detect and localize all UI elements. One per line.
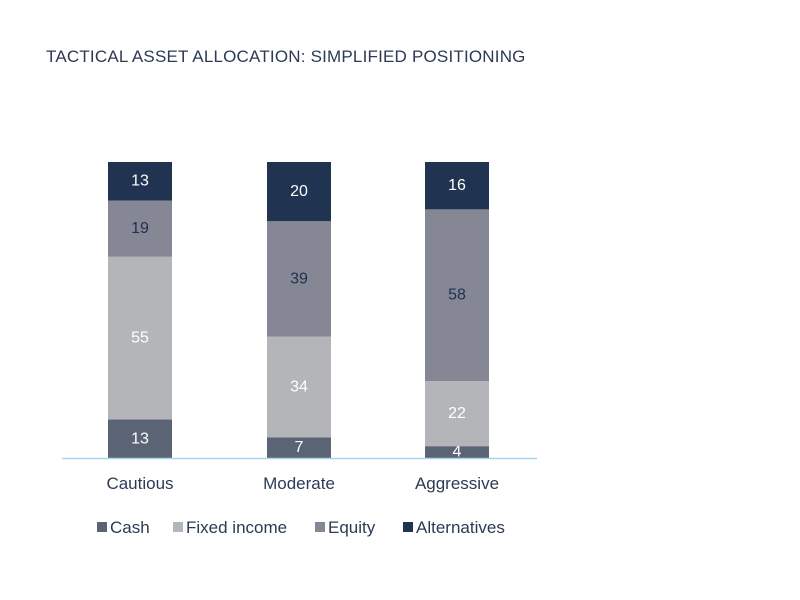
legend-label-equity: Equity [328, 518, 376, 537]
bar-segment-cautious-alternatives [108, 162, 172, 201]
category-labels: Cautious Moderate Aggressive [106, 474, 499, 493]
legend-label-alternatives: Alternatives [416, 518, 505, 537]
data-label: 19 [131, 220, 149, 237]
bar-segment-aggressive-cash [425, 446, 489, 458]
category-label-cautious: Cautious [106, 474, 173, 493]
data-label: 55 [131, 330, 149, 347]
data-label: 16 [448, 177, 466, 194]
data-label: 34 [290, 378, 308, 395]
bar-segment-moderate-alternatives [267, 162, 331, 222]
legend-swatch-cash [97, 522, 107, 532]
data-label: 4 [453, 444, 462, 461]
bar-segment-cautious-fixed-income [108, 256, 172, 420]
category-label-moderate: Moderate [263, 474, 335, 493]
data-label: 13 [131, 173, 149, 190]
data-label: 13 [131, 430, 149, 447]
bars-group: 13 55 19 13 7 34 39 20 4 22 58 16 [108, 162, 489, 461]
legend-swatch-alternatives [403, 522, 413, 532]
data-label: 22 [448, 405, 466, 422]
bar-segment-aggressive-alternatives [425, 162, 489, 210]
legend-swatch-equity [315, 522, 325, 532]
data-label: 20 [290, 183, 308, 200]
bar-segment-moderate-cash [267, 437, 331, 458]
bar-segment-cautious-equity [108, 200, 172, 257]
chart-title: TACTICAL ASSET ALLOCATION: SIMPLIFIED PO… [46, 47, 526, 66]
data-label: 39 [290, 270, 308, 287]
data-label: 58 [448, 287, 466, 304]
data-label: 7 [295, 439, 304, 456]
bar-segment-moderate-equity [267, 221, 331, 337]
bar-segment-cautious-cash [108, 419, 172, 458]
bar-segment-aggressive-fixed-income [425, 381, 489, 447]
legend-label-fixed-income: Fixed income [186, 518, 287, 537]
bar-segment-moderate-fixed-income [267, 336, 331, 438]
legend-swatch-fixed-income [173, 522, 183, 532]
bar-segment-aggressive-equity [425, 209, 489, 382]
legend: Cash Fixed income Equity Alternatives [97, 518, 505, 537]
category-label-aggressive: Aggressive [415, 474, 499, 493]
legend-label-cash: Cash [110, 518, 150, 537]
